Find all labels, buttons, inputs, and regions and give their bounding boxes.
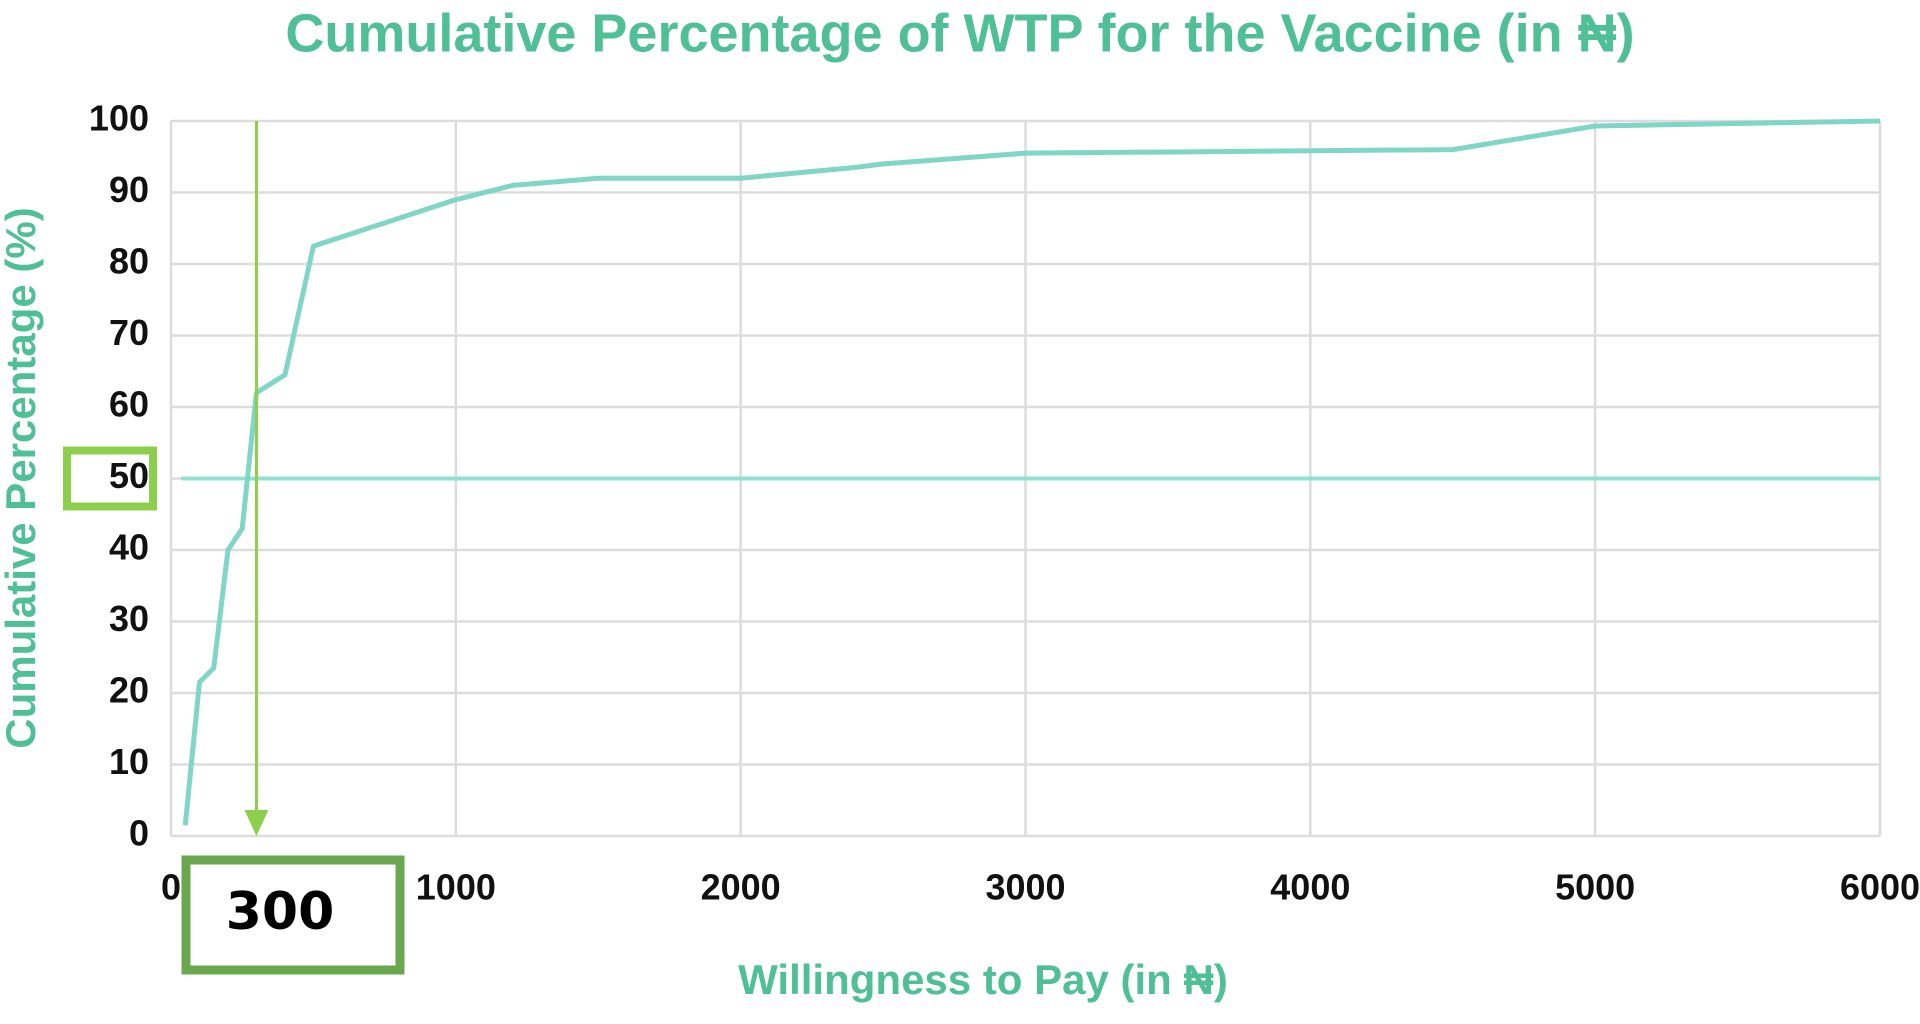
x-axis-label: Willingness to Pay (in ₦): [738, 956, 1228, 1003]
y-tick-label: 30: [109, 598, 149, 639]
x-tick-label: 3000: [985, 867, 1065, 908]
y-tick-label: 20: [109, 670, 149, 711]
data-line: [182, 118, 1881, 826]
y-tick-label: 50: [109, 455, 149, 496]
x-tick-label: 5000: [1555, 867, 1635, 908]
x-tick-label: 6000: [1840, 867, 1920, 908]
y-tick-label: 90: [109, 169, 149, 210]
chart-title: Cumulative Percentage of WTP for the Vac…: [285, 3, 1634, 63]
y-axis-label: Cumulative Percentage (%): [0, 207, 44, 749]
y-tick-label: 0: [129, 813, 149, 854]
tick-highlight: [63, 446, 157, 511]
y-tick-label: 70: [109, 312, 149, 353]
annotation-label: 300: [226, 882, 335, 942]
x-tick-label: 2000: [701, 867, 781, 908]
annotation-box: [181, 855, 405, 975]
x-tick-label: 4000: [1270, 867, 1350, 908]
y-tick-label: 60: [109, 384, 149, 425]
y-tick-label: 80: [109, 241, 149, 282]
y-tick-label: 10: [109, 741, 149, 782]
x-tick-label: 0: [161, 867, 181, 908]
arrow-head: [244, 810, 269, 836]
y-tick-label: 40: [109, 527, 149, 568]
y-tick-label: 100: [89, 98, 149, 139]
x-tick-label: 1000: [416, 867, 496, 908]
